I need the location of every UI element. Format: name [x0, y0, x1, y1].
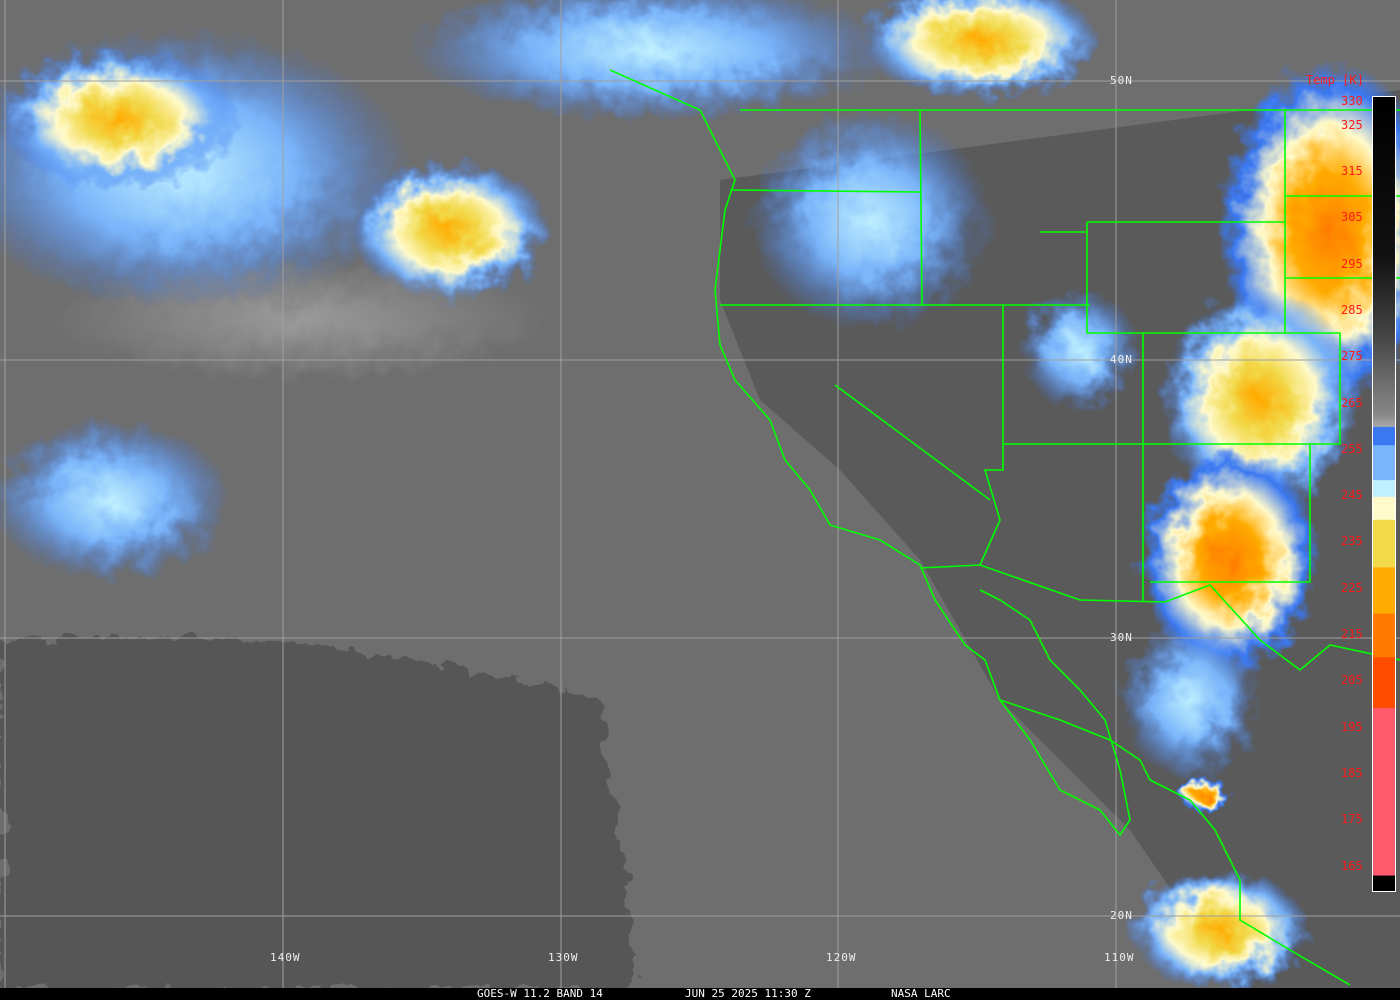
lon-label-120w: 120W: [826, 951, 857, 964]
lon-label-140w: 140W: [270, 951, 301, 964]
baja-coastline: [979, 589, 1131, 837]
lon-label-130w: 130W: [548, 951, 579, 964]
colorbar-tick: 225: [1341, 580, 1363, 595]
caption-bar: GOES-W 11.2 BAND 14 JUN 25 2025 11:30 Z NA…: [0, 988, 1400, 1000]
colorbar-tick: 285: [1341, 302, 1363, 317]
colorbar-tick: 205: [1341, 673, 1363, 688]
colorbar-title: Temp [K]: [1306, 73, 1364, 87]
lat-label-50n: 50N: [1110, 74, 1133, 87]
lat-label-30n: 30N: [1110, 631, 1133, 644]
colorbar-tick: 275: [1341, 349, 1363, 364]
colorbar-tick: 255: [1341, 441, 1363, 456]
colorbar-tick: 265: [1341, 395, 1363, 410]
coastline: [609, 69, 1351, 986]
colorbar-tick: 245: [1341, 488, 1363, 503]
satellite-band: GOES-W 11.2 BAND 14: [477, 987, 603, 1000]
lat-label-40n: 40N: [1110, 353, 1133, 366]
boundaries: [609, 69, 1400, 986]
colorbar-tick: 165: [1341, 858, 1363, 873]
colorbar-tick: 195: [1341, 719, 1363, 734]
colorbar-tick: 295: [1341, 256, 1363, 271]
datetime: JUN 25 2025 11:30 Z: [685, 987, 811, 1000]
colorbar-scale: [1372, 96, 1396, 892]
state-lines: [720, 109, 1400, 602]
colorbar-tick: 185: [1341, 765, 1363, 780]
colorbar-tick: 305: [1341, 210, 1363, 225]
colorbar-tick: 330: [1341, 94, 1363, 108]
dark-ocean-clouds: [0, 636, 640, 990]
colorbar-tick: 235: [1341, 534, 1363, 549]
us-mexico-border: [919, 564, 1400, 672]
colorbar-tick: 215: [1341, 627, 1363, 641]
lat-label-20n: 20N: [1110, 909, 1133, 922]
colorbar-tick: 315: [1341, 164, 1363, 178]
lon-label-110w: 110W: [1104, 951, 1135, 964]
colorbar-tick: 325: [1341, 118, 1363, 132]
colorbar-tick: 175: [1341, 812, 1363, 827]
credit: NASA LARC: [891, 987, 951, 1000]
